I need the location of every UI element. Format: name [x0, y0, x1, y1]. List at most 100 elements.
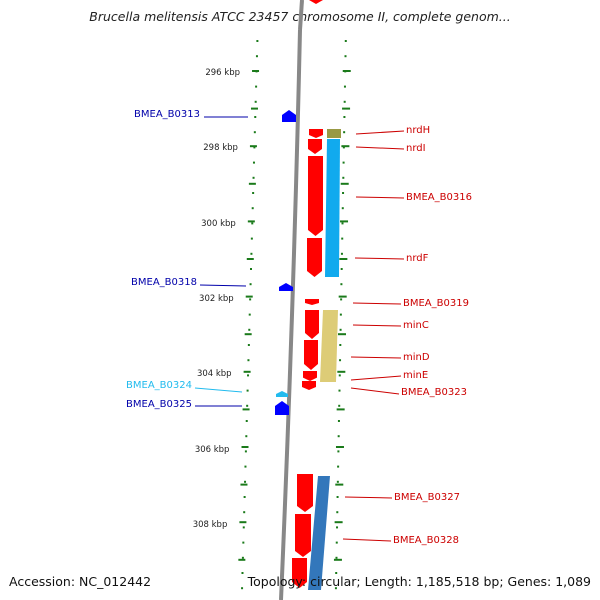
track-dot-right [342, 176, 345, 179]
gene-label-leader [354, 257, 405, 260]
track-dot-right [341, 237, 344, 240]
gene-arrow-nrdI [308, 139, 322, 154]
track-dot-right [337, 435, 340, 438]
gene-label[interactable]: BMEA_B0318 [131, 277, 197, 288]
gene-arrow-BMEA_B0318 [279, 283, 293, 291]
chromosome-backbone-top [298, 0, 304, 31]
track-dot-right [341, 207, 344, 210]
track-dot-left [244, 450, 247, 453]
track-dot-right [336, 480, 339, 483]
gene-label-leader [344, 496, 393, 499]
gene-arrow-BMEA_B0316 [308, 156, 323, 236]
major-tick-left [247, 220, 255, 223]
track-dot-left [249, 268, 252, 270]
track-dot-left [255, 85, 258, 88]
gene-label-leader [194, 387, 243, 393]
track-dot-right [340, 268, 343, 270]
gene-label[interactable]: BMEA_B0323 [401, 387, 467, 398]
gene-label[interactable]: minC [403, 320, 429, 331]
ribbon-khaki [320, 310, 338, 382]
track-dot-left [244, 465, 247, 468]
gene-arrow-nrdF [307, 238, 322, 277]
track-dot-left [253, 146, 256, 149]
track-dot-left [245, 435, 248, 438]
gene-label[interactable]: minD [403, 352, 430, 363]
gene-label[interactable]: BMEA_B0313 [134, 109, 200, 120]
gene-label[interactable]: BMEA_B0328 [393, 535, 459, 546]
major-tick-right [334, 521, 343, 524]
track-dot-right [339, 344, 342, 346]
major-tick-right [335, 446, 344, 448]
major-tick-right [342, 107, 351, 110]
gene-label[interactable]: nrdF [406, 253, 429, 264]
gene-arrow-minC [305, 310, 319, 339]
gene-label[interactable]: BMEA_B0316 [406, 192, 472, 203]
major-tick-left [250, 107, 258, 110]
gene-arrow-BMEA_B0313 [282, 110, 296, 122]
major-tick-left [246, 258, 254, 260]
track-dot-left [254, 116, 257, 118]
major-tick-left [244, 333, 252, 336]
track-dot-right [343, 131, 346, 134]
track-dot-right [336, 526, 339, 529]
track-dot-right [338, 389, 341, 392]
major-tick-right [337, 370, 346, 373]
accession-text: Accession: NC_012442 [9, 574, 152, 589]
track-dot-right [339, 359, 342, 362]
track-dot-right [340, 252, 343, 255]
track-dot-right [335, 556, 338, 559]
gene-arrow-BMEA_B0328 [295, 514, 311, 557]
chromosome-backbone [279, 29, 302, 600]
track-dot-right [340, 298, 343, 301]
track-dot-left [250, 237, 253, 240]
ruler-label: 308 kbp [193, 520, 228, 530]
major-tick-left [239, 521, 247, 524]
track-dot-right [342, 146, 345, 149]
gene-label[interactable]: nrdI [406, 143, 426, 154]
ribbon-cyan [325, 139, 340, 277]
track-dot-left [247, 344, 250, 346]
ruler-label: 296 kbp [205, 68, 240, 78]
track-dot-left [252, 192, 255, 194]
track-dot-right [337, 420, 340, 422]
gene-label[interactable]: minE [403, 370, 428, 381]
ruler-label: 300 kbp [201, 219, 236, 229]
major-tick-left [238, 558, 246, 561]
ruler-label: 304 kbp [197, 369, 232, 379]
track-dot-left [255, 55, 258, 58]
track-dot-right [335, 572, 338, 574]
ribbon-steel [308, 476, 330, 590]
gene-arrow-BMEA_B0323 [302, 381, 316, 390]
gene-label[interactable]: BMEA_B0325 [126, 399, 192, 410]
track-dot-right [343, 100, 346, 103]
track-dot-left [248, 313, 251, 316]
track-dot-left [245, 420, 248, 422]
track-dot-right [339, 313, 342, 316]
major-tick-left [241, 446, 249, 448]
track-dot-right [341, 222, 344, 225]
gene-arrow-top-edge [309, 0, 323, 4]
gene-label[interactable]: BMEA_B0327 [394, 492, 460, 503]
track-dot-left [251, 207, 254, 210]
track-dot-left [246, 389, 249, 392]
gene-label-leader [350, 375, 402, 381]
track-dot-left [242, 541, 245, 544]
track-dot-left [247, 374, 250, 377]
gene-arrow-nrdH [309, 129, 323, 138]
gene-label[interactable]: nrdH [406, 125, 430, 136]
gene-label-leader [352, 324, 402, 327]
gene-label[interactable]: BMEA_B0319 [403, 298, 469, 309]
track-dot-right [334, 587, 337, 590]
track-dot-right [344, 55, 347, 58]
major-tick-left [240, 483, 248, 486]
gene-label-leader [355, 196, 405, 199]
major-tick-right [338, 295, 347, 298]
track-dot-right [336, 496, 339, 498]
gene-label[interactable]: BMEA_B0324 [126, 380, 192, 391]
track-dot-left [254, 100, 257, 103]
topology-text: Topology: circular; Length: 1,185,518 bp… [247, 574, 591, 589]
track-dot-left [249, 298, 252, 301]
gene-label-leader [352, 302, 402, 305]
gene-arrow-BMEA_B0324 [276, 391, 288, 397]
